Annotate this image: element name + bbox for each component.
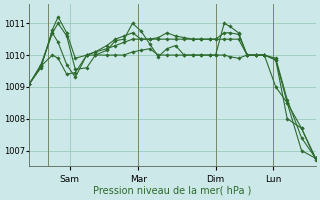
X-axis label: Pression niveau de la mer( hPa ): Pression niveau de la mer( hPa ) [93,186,252,196]
